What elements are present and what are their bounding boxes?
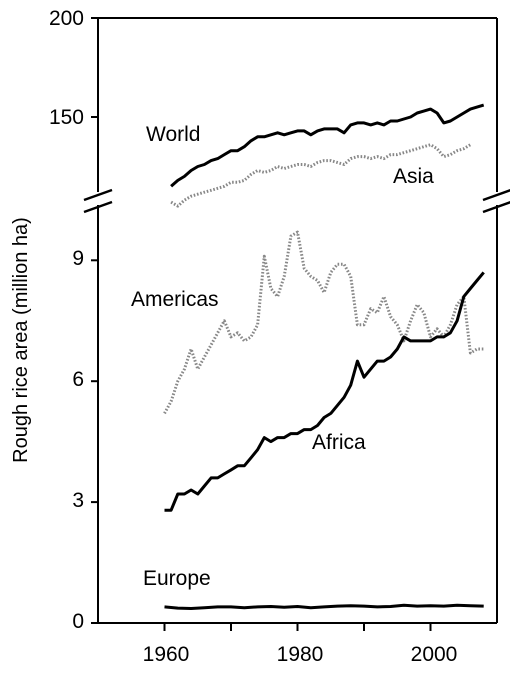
axis-ticks [91,17,432,631]
series-labels: World Asia Americas Africa Europe [131,123,434,590]
axis-break-marks [83,188,510,214]
series-lines [163,103,485,610]
series-label-europe: Europe [143,567,211,590]
series-label-americas: Americas [131,288,219,311]
x-tick-label: 1960 [143,643,190,666]
x-tick-labels: 1960 1980 2000 [143,643,458,666]
series-label-africa: Africa [312,431,366,454]
series-label-asia: Asia [393,165,434,188]
series-label-world: World [146,123,200,146]
series-line-world [170,103,485,188]
axis-break-mark-right-1 [482,189,510,202]
y-tick-labels: 0 3 6 9 150 200 [49,7,84,633]
y-tick-label: 200 [49,7,84,30]
y-tick-label: 9 [72,247,84,270]
y-tick-label: 0 [72,610,84,633]
series-line-africa [164,271,485,512]
axis-break-mark-right-2 [482,201,510,214]
series-line-americas [163,230,484,415]
axis-break-mark-left-1 [83,188,113,202]
series-line-europe [164,603,484,610]
series-line-asia [170,143,472,208]
axis-break-mark-left-2 [83,200,113,214]
x-tick-label: 2000 [411,643,458,666]
y-tick-label: 6 [72,368,84,391]
y-tick-label: 3 [72,489,84,512]
plot-frame [97,17,498,624]
x-tick-label: 1980 [277,643,324,666]
y-axis-label: Rough rice area (million ha) [10,217,32,463]
y-tick-label: 150 [49,106,84,129]
